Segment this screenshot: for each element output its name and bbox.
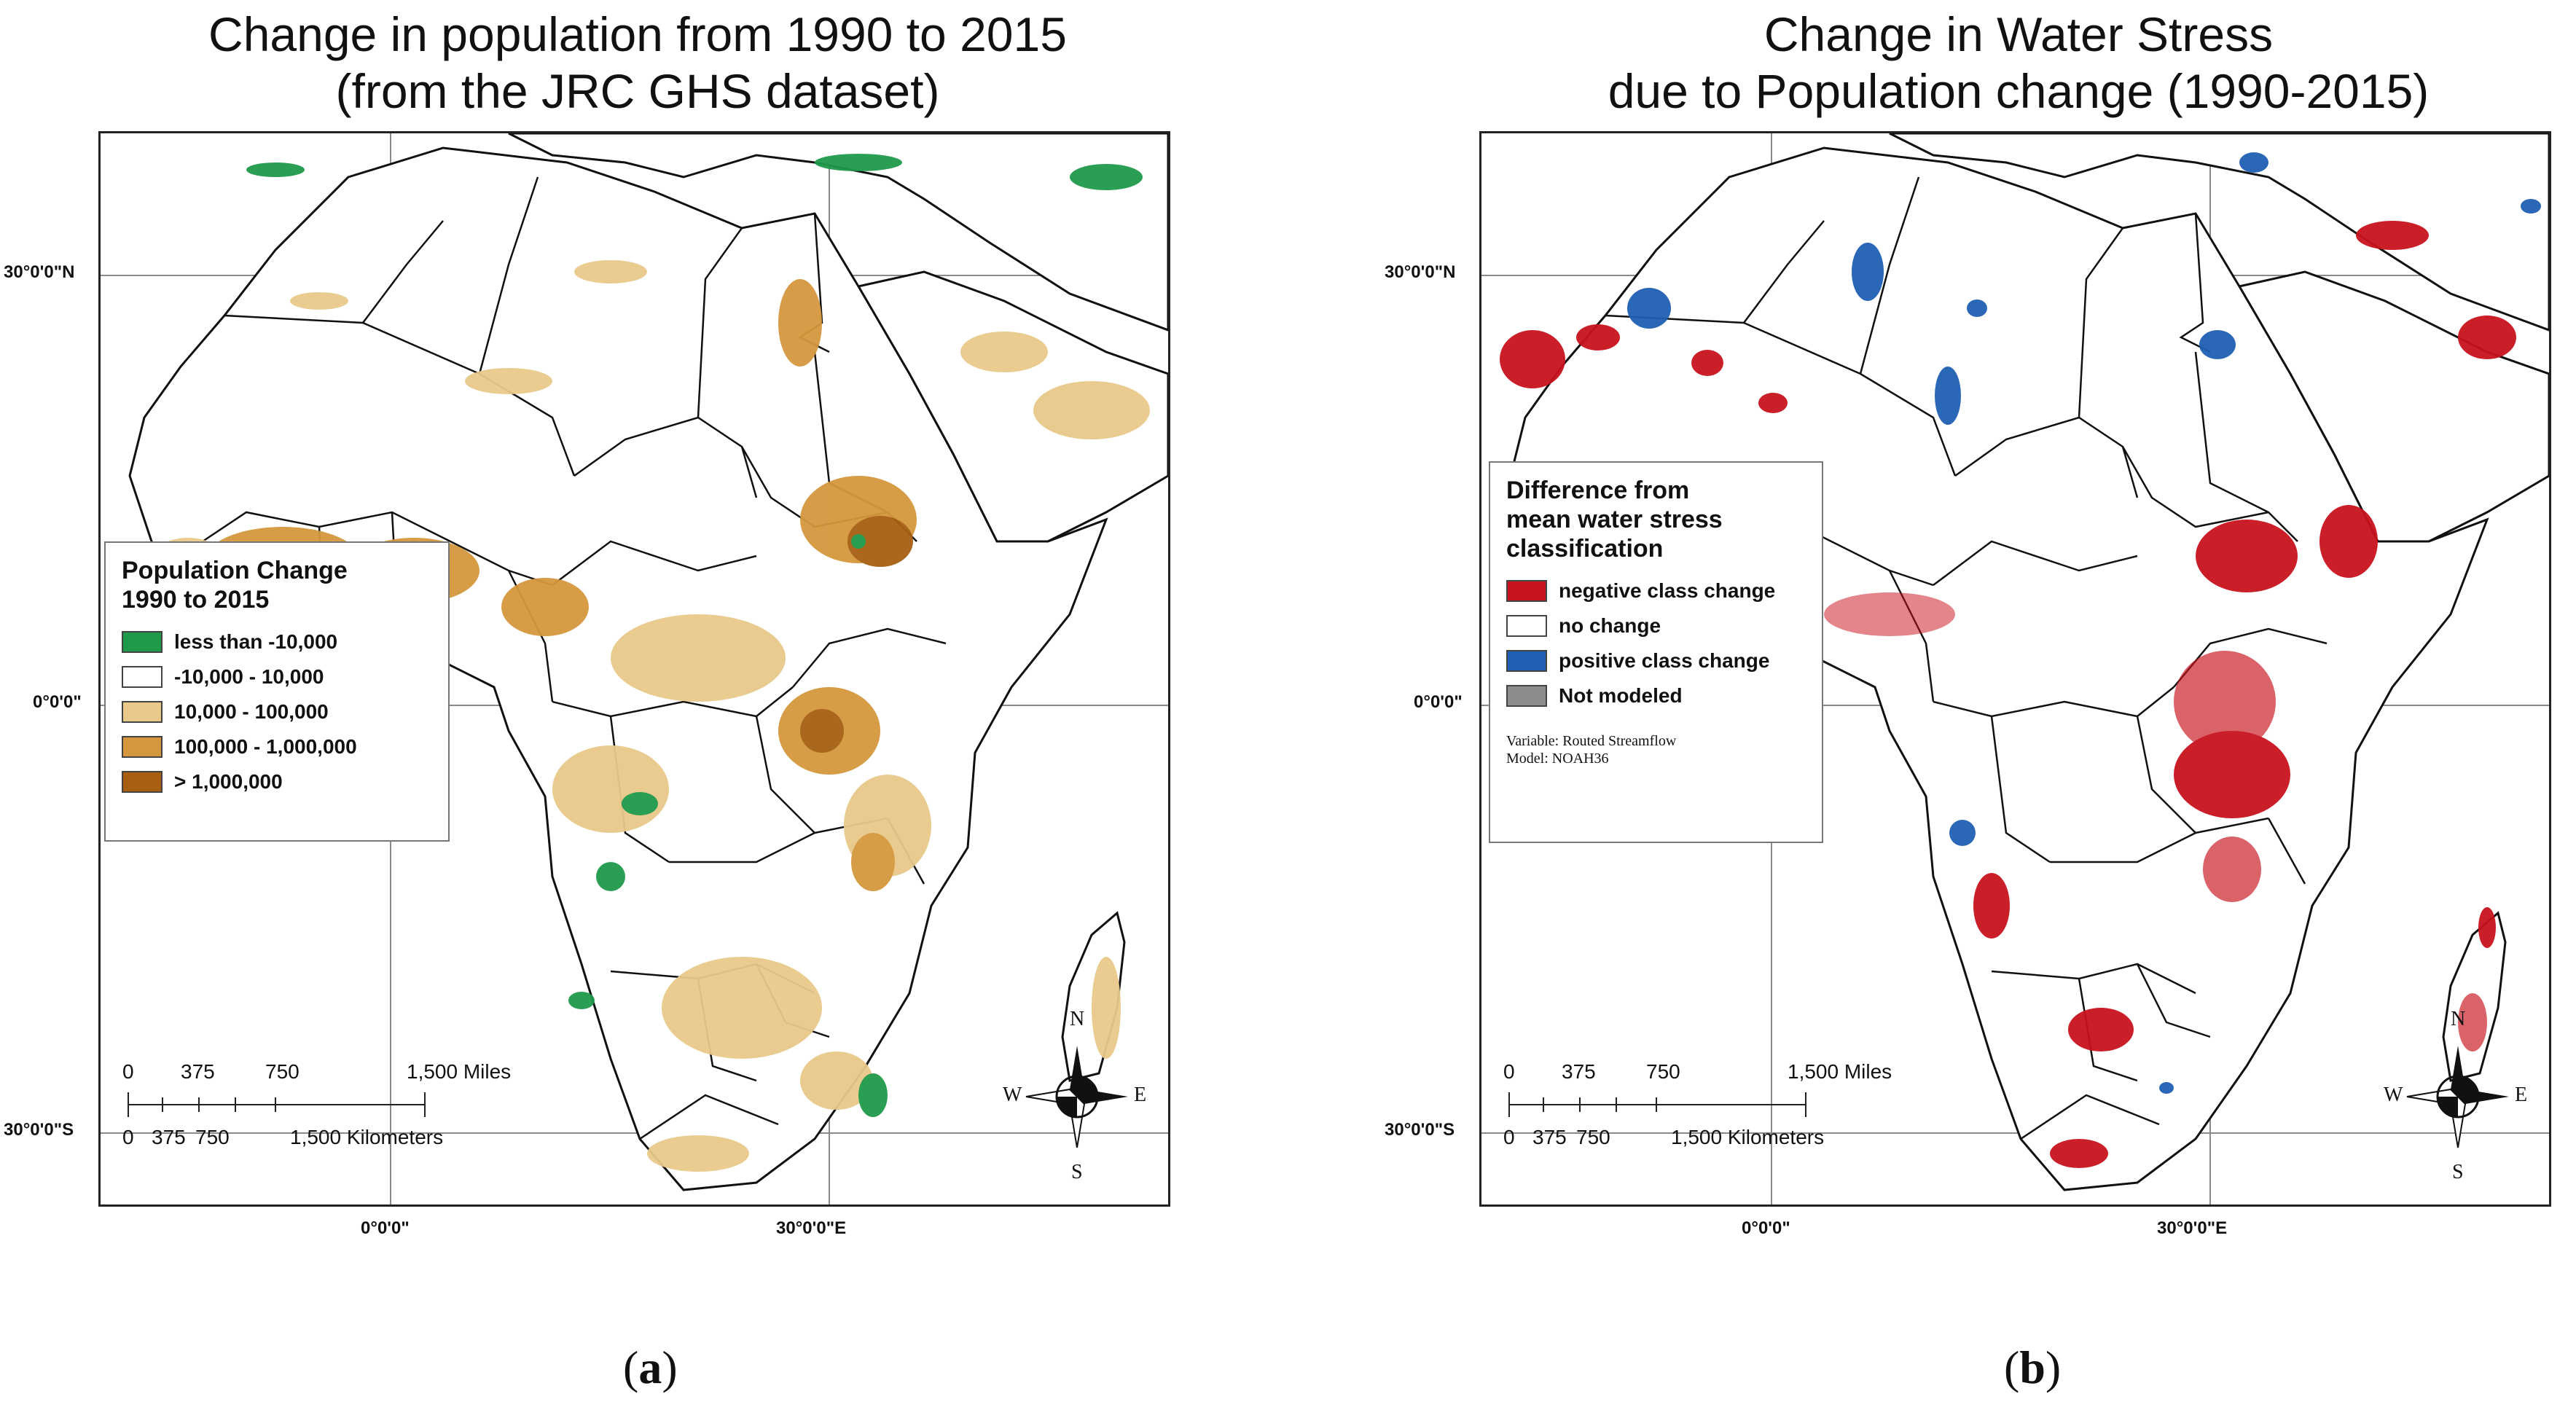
scale-bar-ruler	[1508, 1092, 1806, 1117]
panel-water-stress: Change in Water Stress due to Population…	[1385, 0, 2576, 1418]
legend-item: > 1,000,000	[122, 764, 448, 799]
lat-label-0: 0°0'0"	[1414, 692, 1463, 712]
caption-b: (b)	[2004, 1341, 2062, 1393]
legend-item: positive class change	[1506, 643, 1822, 678]
compass-rose-icon	[2406, 1046, 2509, 1148]
legend-swatch	[1506, 650, 1547, 672]
north-arrow-compass: N S W E	[1003, 1008, 1147, 1183]
legend-item: less than -10,000	[122, 624, 448, 659]
legend-item: Not modeled	[1506, 678, 1822, 713]
legend-swatch	[122, 666, 163, 688]
lon-label-30e: 30°0'0"E	[2157, 1218, 2228, 1238]
lat-label-30s: 30°0'0"S	[1385, 1120, 1455, 1140]
north-arrow-compass: N S W E	[2384, 1008, 2528, 1183]
legend-item: -10,000 - 10,000	[122, 659, 448, 694]
legend-swatch	[122, 736, 163, 758]
legend-title: Difference from mean water stress classi…	[1506, 477, 1723, 563]
scale-bar: 0 375 750 1,500 Miles 0 375 750 1,500 Ki…	[1503, 1060, 1955, 1155]
legend-water-stress: Difference from mean water stress classi…	[1489, 461, 1823, 843]
legend-item: no change	[1506, 608, 1822, 643]
scale-bar-ruler	[128, 1092, 426, 1117]
legend-item: 100,000 - 1,000,000	[122, 729, 448, 764]
legend-note-model: Model: NOAH36	[1506, 751, 1609, 767]
map-frame-population: Population Change 1990 to 2015 less than…	[98, 131, 1170, 1207]
legend-population: Population Change 1990 to 2015 less than…	[104, 541, 450, 842]
map-frame-water-stress: Difference from mean water stress classi…	[1479, 131, 2551, 1207]
scale-bar: 0 375 750 1,500 Miles 0 375 750 1,500 Ki…	[122, 1060, 574, 1155]
legend-note-variable: Variable: Routed Streamflow	[1506, 733, 1677, 749]
legend-swatch	[1506, 615, 1547, 637]
lat-label-30n: 30°0'0"N	[4, 262, 75, 282]
lon-label-0: 0°0'0"	[361, 1218, 410, 1238]
legend-swatch	[122, 771, 163, 793]
caption-a: (a)	[623, 1341, 678, 1393]
legend-swatch	[122, 701, 163, 723]
legend-item: negative class change	[1506, 573, 1822, 608]
lat-label-30s: 30°0'0"S	[4, 1120, 74, 1140]
europe-landmass	[1889, 133, 2549, 332]
legend-swatch	[1506, 685, 1547, 707]
legend-title: Population Change 1990 to 2015	[122, 557, 348, 614]
lon-label-30e: 30°0'0"E	[776, 1218, 847, 1238]
panel-population-change: Change in population from 1990 to 2015 (…	[4, 0, 1228, 1418]
panel-b-title: Change in Water Stress due to Population…	[1608, 7, 2430, 118]
compass-rose-icon	[1025, 1046, 1128, 1148]
panel-a-title: Change in population from 1990 to 2015 (…	[208, 7, 1067, 118]
lon-label-0: 0°0'0"	[1742, 1218, 1790, 1238]
lat-label-30n: 30°0'0"N	[1385, 262, 1456, 282]
lat-label-0: 0°0'0"	[33, 692, 82, 712]
legend-item: 10,000 - 100,000	[122, 694, 448, 729]
legend-swatch	[122, 631, 163, 653]
legend-swatch	[1506, 580, 1547, 602]
europe-landmass	[508, 133, 1168, 332]
